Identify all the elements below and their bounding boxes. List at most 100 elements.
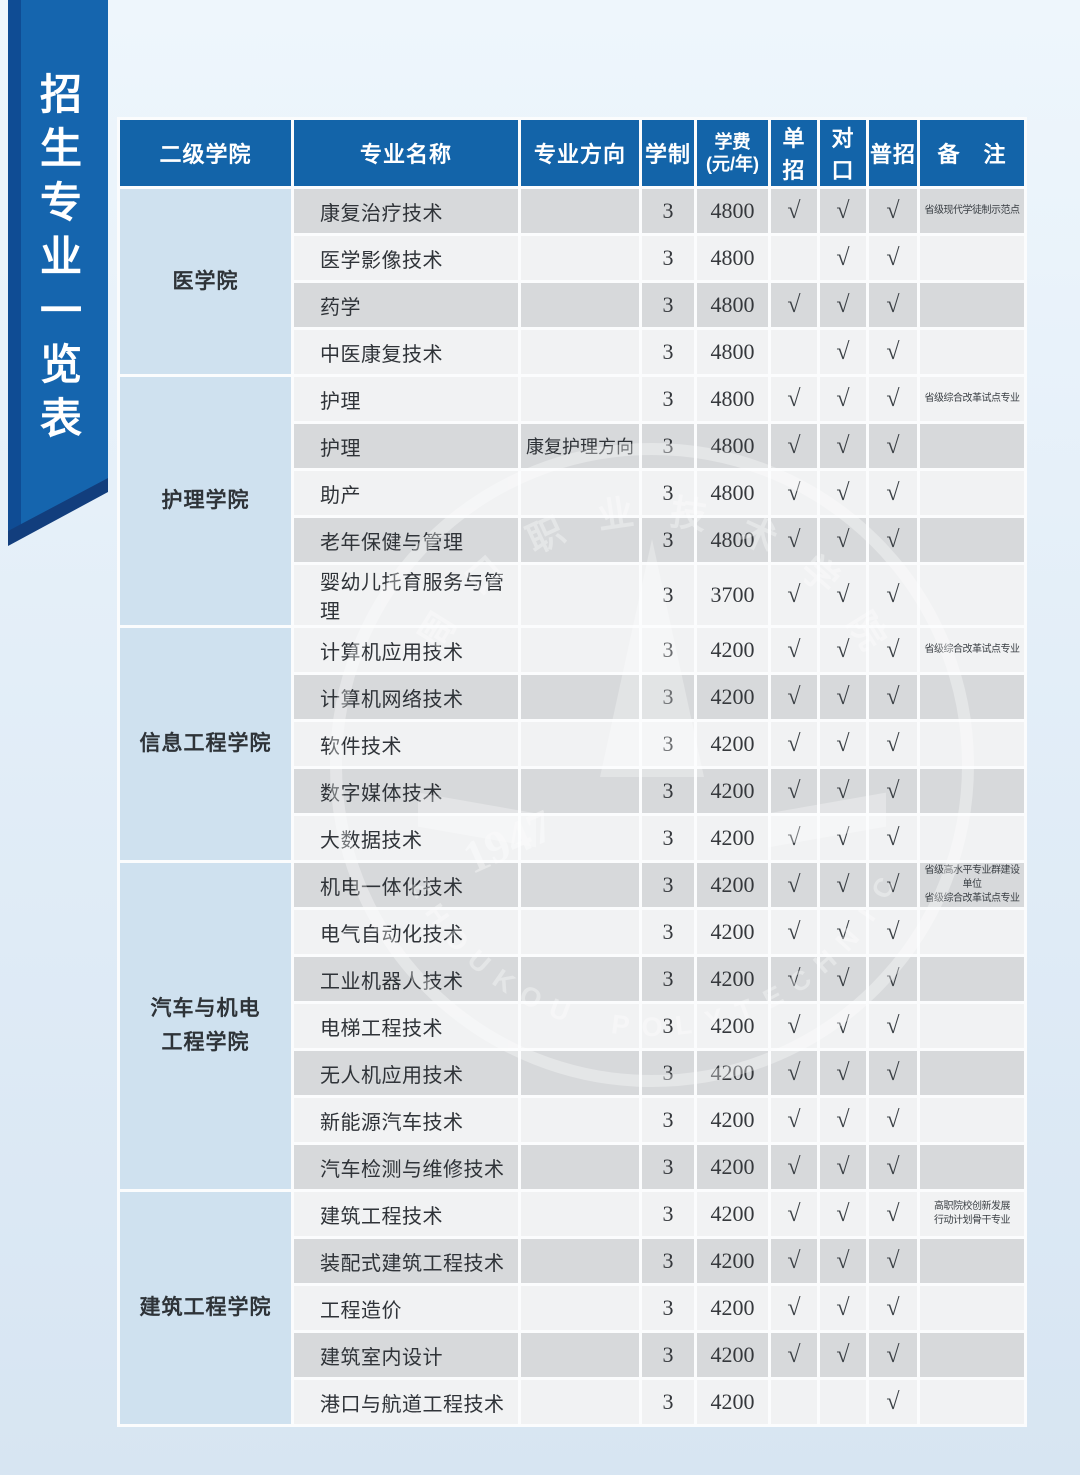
single-admission-cell: √ <box>771 1145 817 1189</box>
fee-cell: 4200 <box>697 1098 768 1142</box>
years-cell: 3 <box>642 565 694 625</box>
years-cell: 3 <box>642 1286 694 1330</box>
general-admission-cell: √ <box>869 377 917 421</box>
remark-cell: 省级现代学徒制示范点 <box>920 189 1024 233</box>
years-cell: 3 <box>642 1239 694 1283</box>
college-cell: 护理学院 <box>120 377 291 625</box>
table-row: 汽车与机电 工程学院 机电一体化技术 3 4200 √ √ √ 省级高水平专业群建设单位 省级… <box>120 863 1024 1189</box>
major-cell: 医学影像技术 <box>294 236 518 280</box>
major-cell: 中医康复技术 <box>294 330 518 374</box>
major-cell: 港口与航道工程技术 <box>294 1380 518 1424</box>
general-admission-cell: √ <box>869 957 917 1001</box>
counterpart-admission-cell: √ <box>820 1239 866 1283</box>
remark-cell <box>920 910 1024 954</box>
general-admission-cell: √ <box>869 565 917 625</box>
fee-cell: 4200 <box>697 675 768 719</box>
table-row: 护理 康复护理方向 3 4800 √ √ √ <box>120 424 1024 468</box>
general-admission-cell: √ <box>869 910 917 954</box>
fee-cell: 3700 <box>697 565 768 625</box>
table-row: 计算机网络技术 3 4200 √ √ √ <box>120 675 1024 719</box>
header-years: 学制 <box>642 120 694 186</box>
counterpart-admission-cell: √ <box>820 863 866 907</box>
general-admission-cell: √ <box>869 1192 917 1236</box>
direction-cell <box>521 330 639 374</box>
single-admission-cell: √ <box>771 471 817 515</box>
direction-cell <box>521 1380 639 1424</box>
single-admission-cell <box>771 330 817 374</box>
direction-cell: 康复护理方向 <box>521 424 639 468</box>
major-cell: 康复治疗技术 <box>294 189 518 233</box>
header-fee: 学费 (元/年) <box>697 120 768 186</box>
general-admission-cell: √ <box>869 1004 917 1048</box>
years-cell: 3 <box>642 518 694 562</box>
major-cell: 软件技术 <box>294 722 518 766</box>
direction-cell <box>521 377 639 421</box>
single-admission-cell: √ <box>771 1333 817 1377</box>
single-admission-cell: √ <box>771 1051 817 1095</box>
remark-cell <box>920 424 1024 468</box>
major-cell: 机电一体化技术 <box>294 863 518 907</box>
years-cell: 3 <box>642 471 694 515</box>
table-row: 建筑工程学院 建筑工程技术 3 4200 √ √ √ 高职院校创新发展 行动计划骨干专业 <box>120 1192 1024 1424</box>
fee-cell: 4200 <box>697 1380 768 1424</box>
single-admission-cell: √ <box>771 1286 817 1330</box>
counterpart-admission-cell: √ <box>820 283 866 327</box>
direction-cell <box>521 1051 639 1095</box>
table-row: 无人机应用技术 3 4200 √ √ √ <box>120 1051 1024 1095</box>
general-admission-cell: √ <box>869 471 917 515</box>
table-row: 软件技术 3 4200 √ √ √ <box>120 722 1024 766</box>
counterpart-admission-cell: √ <box>820 910 866 954</box>
table-row: 护理学院 护理 3 4800 √ √ √ 省级综合改革试点专业 <box>120 377 1024 625</box>
counterpart-admission-cell: √ <box>820 675 866 719</box>
direction-cell <box>521 816 639 860</box>
title-ribbon: 招生专业一览表 <box>8 0 108 531</box>
fee-cell: 4200 <box>697 769 768 813</box>
major-cell: 新能源汽车技术 <box>294 1098 518 1142</box>
fee-cell: 4200 <box>697 1239 768 1283</box>
major-cell: 护理 <box>294 424 518 468</box>
fee-cell: 4800 <box>697 471 768 515</box>
single-admission-cell: √ <box>771 283 817 327</box>
major-cell: 大数据技术 <box>294 816 518 860</box>
fee-cell: 4200 <box>697 1051 768 1095</box>
counterpart-admission-cell: √ <box>820 236 866 280</box>
college-cell: 信息工程学院 <box>120 628 291 860</box>
counterpart-admission-cell: √ <box>820 1051 866 1095</box>
years-cell: 3 <box>642 236 694 280</box>
fee-cell: 4200 <box>697 910 768 954</box>
major-cell: 护理 <box>294 377 518 421</box>
major-cell: 汽车检测与维修技术 <box>294 1145 518 1189</box>
table-row: 药学 3 4800 √ √ √ <box>120 283 1024 327</box>
years-cell: 3 <box>642 283 694 327</box>
table-row: 电气自动化技术 3 4200 √ √ √ <box>120 910 1024 954</box>
table-row: 医学影像技术 3 4800 √ √ <box>120 236 1024 280</box>
remark-cell <box>920 283 1024 327</box>
direction-cell <box>521 1239 639 1283</box>
counterpart-admission-cell: √ <box>820 189 866 233</box>
counterpart-admission-cell: √ <box>820 816 866 860</box>
direction-cell <box>521 565 639 625</box>
fee-cell: 4800 <box>697 236 768 280</box>
general-admission-cell: √ <box>869 1051 917 1095</box>
single-admission-cell: √ <box>771 1239 817 1283</box>
years-cell: 3 <box>642 628 694 672</box>
years-cell: 3 <box>642 1051 694 1095</box>
remark-cell <box>920 1145 1024 1189</box>
counterpart-admission-cell: √ <box>820 565 866 625</box>
fee-cell: 4200 <box>697 1192 768 1236</box>
single-admission-cell: √ <box>771 957 817 1001</box>
remark-cell: 省级综合改革试点专业 <box>920 377 1024 421</box>
single-admission-cell: √ <box>771 675 817 719</box>
counterpart-admission-cell: √ <box>820 1098 866 1142</box>
direction-cell <box>521 910 639 954</box>
years-cell: 3 <box>642 1380 694 1424</box>
header-college: 二级学院 <box>120 120 291 186</box>
single-admission-cell: √ <box>771 377 817 421</box>
single-admission-cell: √ <box>771 1004 817 1048</box>
general-admission-cell: √ <box>869 863 917 907</box>
years-cell: 3 <box>642 675 694 719</box>
years-cell: 3 <box>642 910 694 954</box>
fee-cell: 4200 <box>697 1004 768 1048</box>
table-row: 新能源汽车技术 3 4200 √ √ √ <box>120 1098 1024 1142</box>
years-cell: 3 <box>642 189 694 233</box>
